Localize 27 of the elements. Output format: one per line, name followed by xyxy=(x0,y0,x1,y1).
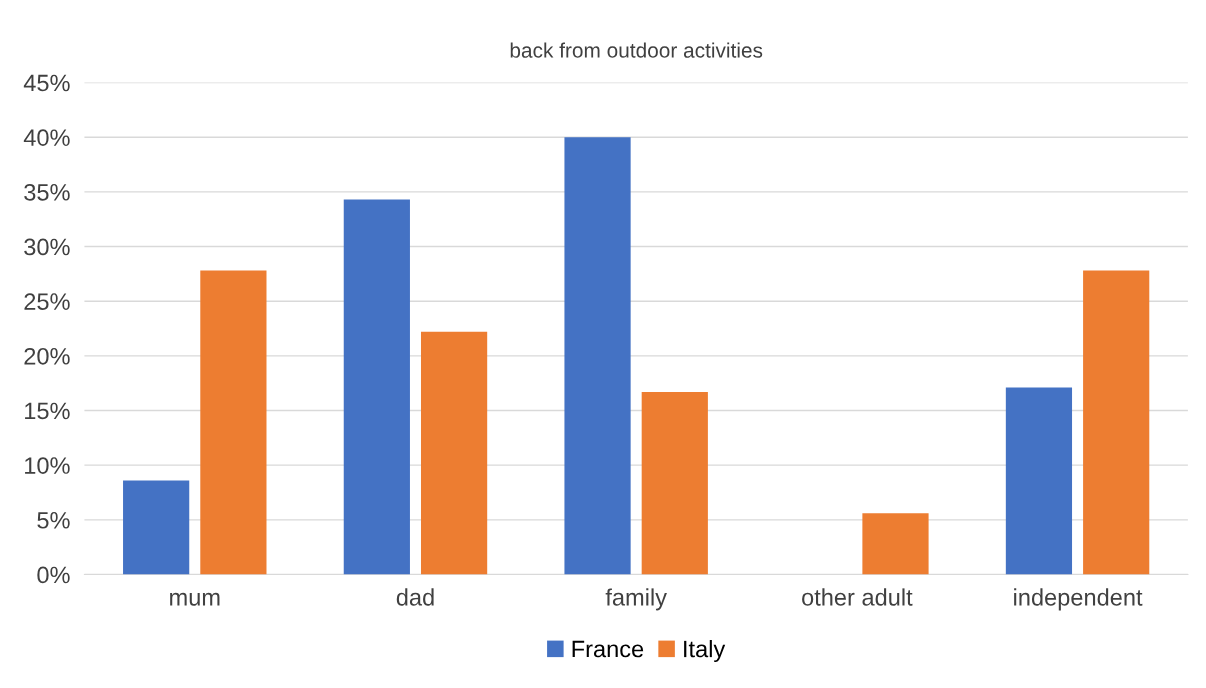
y-tick-label: 35% xyxy=(24,183,70,201)
bar xyxy=(564,137,631,575)
y-tick-label: 30% xyxy=(24,238,70,256)
legend-label: France xyxy=(572,640,644,658)
y-tick-label: 40% xyxy=(23,129,70,147)
x-tick-label: dad xyxy=(396,588,434,606)
x-tick-label: other adult xyxy=(802,588,913,606)
bar xyxy=(420,331,488,575)
legend-label: Italy xyxy=(684,640,726,663)
bar xyxy=(862,513,929,575)
bar xyxy=(1005,387,1073,575)
bar xyxy=(200,270,267,575)
x-tick-label: independent xyxy=(1014,588,1143,611)
x-tick-label: mum xyxy=(170,592,220,606)
x-tick-label: family xyxy=(605,588,667,611)
y-tick-label: 45% xyxy=(23,74,70,92)
bar xyxy=(641,391,708,575)
y-tick-label: 15% xyxy=(25,402,70,420)
bar xyxy=(1083,270,1150,575)
bar xyxy=(343,199,410,575)
y-tick-label: 0% xyxy=(37,566,70,584)
y-tick-label: 20% xyxy=(24,347,70,365)
y-tick-label: 10% xyxy=(25,457,70,474)
chart-title: back from outdoor activities xyxy=(510,42,763,58)
y-tick-label: 5% xyxy=(37,511,70,529)
bar xyxy=(123,480,190,575)
y-tick-label: 25% xyxy=(24,293,70,310)
